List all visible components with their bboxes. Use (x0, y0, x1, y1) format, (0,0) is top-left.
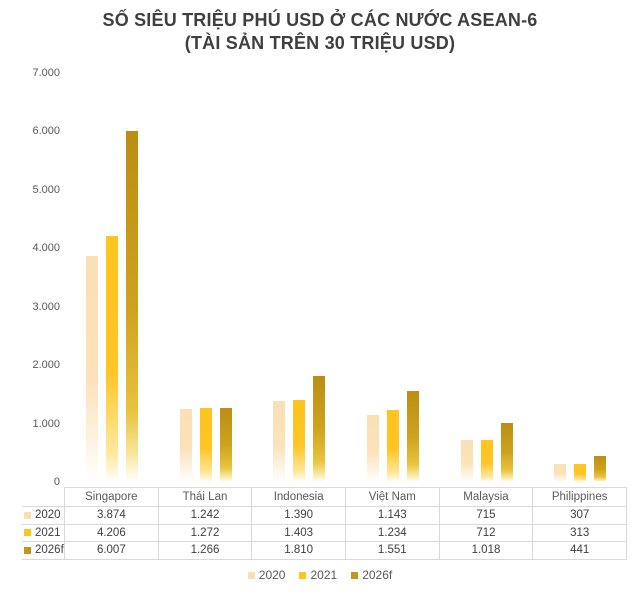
series-key-swatch-2020 (24, 511, 31, 519)
bar-2026f-viet-nam (406, 391, 419, 482)
bar-2020-singapore (85, 256, 98, 482)
table-value-2021-thai-lan: 1.272 (158, 524, 253, 542)
data-table: Singapore Thái Lan Indonesia Việt Nam Malays… (22, 487, 627, 560)
table-value-2021-singapore: 4.206 (65, 524, 159, 542)
chart-title-line1: SỐ SIÊU TRIỆU PHÚ USD Ở CÁC NƯỚC ASEAN-6 (102, 10, 538, 30)
bar-2020-malaysia (460, 440, 473, 482)
bar-2021-singapore (105, 236, 118, 482)
y-axis-tick-label: 2.000 (32, 359, 60, 372)
series-label: 2026f (35, 544, 64, 557)
table-value-2020-philippines: 307 (533, 507, 627, 525)
table-row-label-2021: 2021 (22, 524, 65, 542)
table-header-singapore: Singapore (65, 487, 159, 507)
legend-swatch-2020 (247, 571, 255, 579)
y-axis-tick-label: 7.000 (32, 67, 60, 79)
bar-2026f-indonesia (313, 376, 326, 482)
bar-2020-viet-nam (366, 415, 379, 482)
bar-2021-malaysia (480, 440, 493, 482)
table-value-2020-indonesia: 1.390 (252, 507, 346, 525)
y-axis-tick-label: 6.000 (32, 125, 60, 138)
table-value-2021-malaysia: 712 (439, 524, 534, 542)
plot-area (65, 73, 627, 482)
bar-2020-indonesia (273, 401, 286, 482)
legend-item-2026f: 2026f (351, 568, 392, 582)
table-header-malaysia: Malaysia (439, 487, 534, 507)
table-header-thai-lan: Thái Lan (158, 487, 253, 507)
table-value-2020-viet-nam: 1.143 (345, 507, 440, 525)
legend-item-2021: 2021 (299, 568, 337, 582)
series-key-swatch-2026f (24, 546, 31, 554)
bar-2021-philippines (574, 464, 587, 482)
y-axis-tick-label: 5.000 (32, 183, 60, 196)
bar-2020-thai-lan (179, 409, 192, 482)
table-value-2020-malaysia: 715 (439, 507, 534, 525)
y-axis-tick-label: 3.000 (32, 300, 60, 313)
chart-title-line2: (TÀI SẢN TRÊN 30 TRIỆU USD) (184, 33, 456, 53)
bar-2026f-philippines (594, 456, 607, 482)
table-value-2026f-viet-nam: 1.551 (345, 542, 440, 560)
table-value-2020-thai-lan: 1.242 (158, 507, 253, 525)
table-value-2026f-malaysia: 1.018 (439, 542, 534, 560)
table-row-label-2020: 2020 (22, 507, 65, 525)
chart-title: SỐ SIÊU TRIỆU PHÚ USD Ở CÁC NƯỚC ASEAN-6… (0, 9, 640, 55)
table-value-2020-singapore: 3.874 (65, 507, 159, 525)
table-corner-cell (22, 487, 65, 507)
series-key-swatch-2021 (24, 529, 31, 537)
table-value-2026f-singapore: 6.007 (65, 542, 159, 560)
table-value-2026f-indonesia: 1.810 (252, 542, 346, 560)
bar-2021-thai-lan (199, 408, 212, 482)
series-label: 2021 (35, 526, 61, 539)
table-row-label-2026f: 2026f (22, 542, 65, 560)
bar-2021-viet-nam (386, 410, 399, 482)
bar-2026f-malaysia (500, 423, 513, 482)
table-header-indonesia: Indonesia (252, 487, 346, 507)
legend-label: 2020 (258, 568, 286, 582)
table-header-viet-nam: Việt Nam (345, 487, 440, 507)
legend-label: 2021 (310, 568, 338, 582)
bar-2020-philippines (554, 464, 567, 482)
legend-swatch-2026f (351, 571, 359, 579)
bar-2026f-singapore (125, 131, 138, 482)
legend: 2020 2021 2026f (0, 566, 640, 584)
table-value-2021-philippines: 313 (533, 524, 627, 542)
table-value-2026f-thai-lan: 1.266 (158, 542, 253, 560)
legend-item-2020: 2020 (247, 568, 286, 582)
y-axis-tick-label: 0 (53, 476, 60, 488)
table-value-2021-indonesia: 1.403 (252, 524, 346, 542)
table-value-2026f-philippines: 441 (533, 542, 627, 560)
y-axis-tick-label: 4.000 (32, 242, 60, 255)
y-axis-tick-label: 1.000 (32, 417, 60, 430)
table-header-philippines: Philippines (533, 487, 627, 507)
legend-label: 2026f (362, 568, 393, 582)
bar-2026f-thai-lan (219, 408, 232, 482)
series-label: 2020 (35, 509, 61, 522)
bar-2021-indonesia (293, 400, 306, 482)
legend-swatch-2021 (299, 571, 307, 579)
table-value-2021-viet-nam: 1.234 (345, 524, 440, 542)
